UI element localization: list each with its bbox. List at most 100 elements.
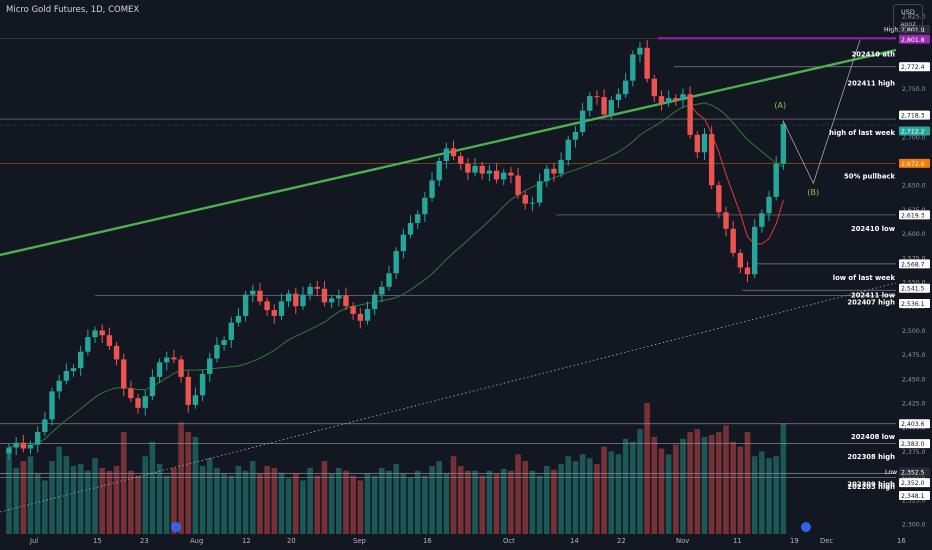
volume-bar [307,467,313,548]
volume-bar [572,461,579,548]
candle-body [551,168,557,174]
candle-body [465,163,471,173]
candle-body [63,371,70,381]
candle-body [716,185,722,213]
candle-body [608,100,614,115]
price-tag-label: 2,352.5 [901,470,925,477]
volume-bar [529,470,536,548]
volume-bar [407,477,414,548]
candle-body [766,196,772,214]
wave-projection [783,39,861,185]
candle-body [644,47,650,79]
price-tag [899,34,930,44]
candle-body [472,165,478,173]
price-tag-label: 2,383.0 [901,441,925,448]
event-marker-icon[interactable] [171,522,181,532]
candle-body [357,313,364,321]
price-axis-bg [896,0,932,550]
candle-body [221,340,227,345]
candle-body [544,168,550,182]
x-tick-label: 14 [570,537,579,545]
y-tick-label: 2,700.0 [902,134,926,141]
candle-body [694,134,701,153]
x-tick-label: 16 [897,537,906,545]
price-tag-label: 2,348.1 [901,493,925,500]
level-annotation: 202410 ath [852,51,896,59]
volume-bar [135,475,141,548]
volume-bar [429,465,435,548]
volume-bar [42,480,48,548]
candle-body [250,290,256,295]
price-tag-label: 2,801.8 [901,27,925,34]
level-annotation: 202407 high [847,298,895,306]
volume-bar [393,463,399,548]
candle-body [701,133,708,153]
candle-body [113,345,120,360]
candle-body [393,251,399,274]
volume-bar [708,434,715,548]
candle-body [429,180,435,198]
candle-body [486,170,493,174]
x-tick-label: Sep [353,537,366,545]
candle-body [371,294,378,310]
x-tick-label: 22 [617,537,626,545]
candle-body [156,362,163,377]
x-tick-label: 19 [790,537,799,545]
candle-body [214,344,220,359]
candle-body [680,94,686,101]
volume-bar [465,470,471,548]
x-tick-label: 16 [423,537,432,545]
candle-body [343,295,349,307]
volume-bar [106,470,113,548]
x-tick-label: 20 [287,537,296,545]
volume-bar [680,438,686,548]
candle-body [328,298,335,303]
candle-body [242,294,249,316]
candle-body [673,98,679,101]
volume-bar [443,473,450,548]
volume-bar [694,429,701,548]
y-tick-label: 2,300.0 [902,522,926,529]
candle-body [285,293,292,302]
volume-bar [608,451,615,548]
price-tag [899,298,930,308]
volume-bar [780,423,787,548]
volume-bar [551,469,557,548]
candle-body [271,310,277,316]
candle-body [13,442,19,448]
volume-bar [594,463,600,548]
price-tag [899,110,930,120]
candle-body [730,228,736,253]
price-tag [899,283,930,293]
annotations: (A)(B)measured move target202410 ath2024… [774,39,896,491]
candle-body [99,330,105,336]
event-marker-icon[interactable] [801,522,811,532]
volume-bar [737,446,744,548]
candle-body [529,202,536,204]
level-annotation: 202203 high [847,483,895,491]
price-axis: 2,300.02,325.02,350.02,375.02,400.02,425… [884,0,932,550]
level-annotation: 202411 high [847,80,895,88]
time-axis-bg [0,534,896,550]
candle-body [508,172,514,176]
volume-bar [63,456,70,548]
volume-bar [171,467,177,548]
volume-bar [723,425,729,548]
candle-body [85,337,91,352]
y-tick-label: 2,500.0 [902,328,926,335]
volume-bar [142,456,149,548]
candle-body [307,286,313,295]
candle-body [450,148,457,157]
price-tag-label: 2,672.6 [901,161,925,168]
candle-body [34,432,41,445]
currency-selector[interactable]: USD apoz [893,4,923,32]
ma-red-line [689,104,784,245]
wave-b-label: (B) [807,188,819,197]
volume-bar [343,470,349,548]
candle-body [637,47,643,55]
level-annotation: 50% pullback [844,173,895,181]
volume-bar [500,468,507,548]
candle-body [665,98,672,103]
volume-bar [615,454,622,548]
